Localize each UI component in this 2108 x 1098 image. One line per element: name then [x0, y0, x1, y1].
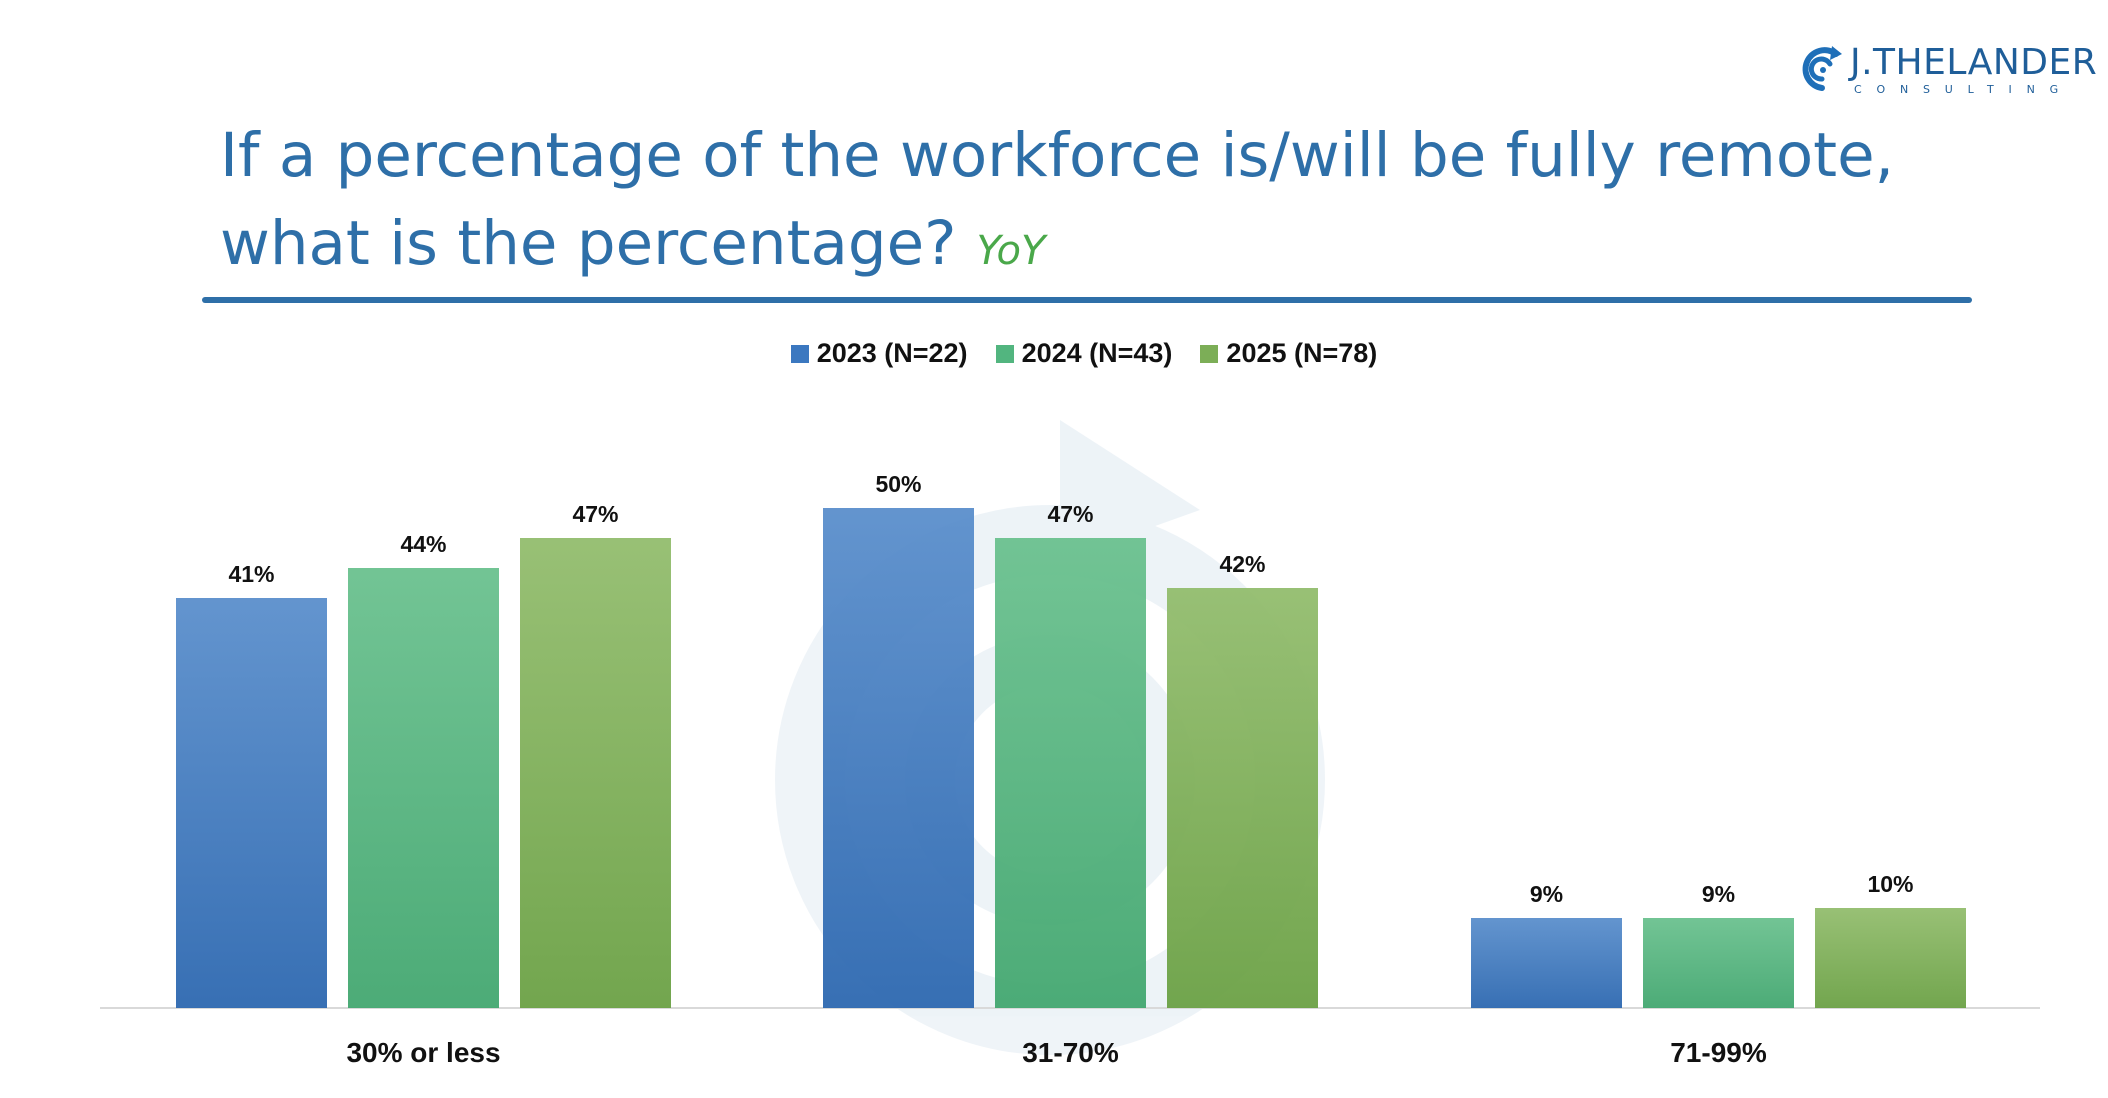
data-label-1-series-2: 44% — [400, 531, 446, 557]
category-label-2: 31-70% — [1022, 1037, 1119, 1068]
bar-2-series-1 — [823, 508, 974, 1008]
data-label-1-series-1: 41% — [228, 561, 274, 587]
legend-swatch-2023 — [790, 344, 809, 363]
legend-item-2025: 2025 (N=78) — [1200, 338, 1377, 369]
legend-swatch-2025 — [1200, 344, 1219, 363]
legend-label-2024: 2024 (N=43) — [1021, 338, 1173, 368]
spiral-logo-icon — [1802, 46, 1842, 91]
legend-item-2024: 2024 (N=43) — [995, 338, 1173, 369]
data-label-1-series-3: 47% — [572, 501, 618, 527]
data-label-2-series-3: 42% — [1219, 551, 1265, 577]
logo-name: J.THELANDER — [1850, 42, 2098, 83]
data-label-3-series-1: 9% — [1530, 881, 1563, 907]
legend-swatch-2024 — [995, 344, 1014, 363]
chart-title: If a percentage of the workforce is/will… — [220, 112, 1940, 295]
logo-tagline: CONSULTING — [1854, 83, 2073, 96]
chart-legend: 2023 (N=22) 2024 (N=43) 2025 (N=78) — [0, 338, 2108, 369]
title-divider — [202, 297, 1972, 303]
bar-1-series-1 — [176, 598, 327, 1008]
legend-item-2023: 2023 (N=22) — [790, 338, 968, 369]
data-label-3-series-3: 10% — [1867, 871, 1913, 897]
chart-title-line-2: what is the percentage? YoY — [220, 200, 1940, 295]
chart-subtitle: YoY — [976, 228, 1046, 274]
bar-1-series-2 — [348, 568, 499, 1008]
data-label-3-series-2: 9% — [1702, 881, 1735, 907]
bar-3-series-3 — [1815, 908, 1966, 1008]
bar-1-series-3 — [520, 538, 671, 1008]
data-label-2-series-2: 47% — [1047, 501, 1093, 527]
category-label-1: 30% or less — [346, 1037, 500, 1068]
chart-title-line-2-text: what is the percentage? — [220, 208, 957, 279]
data-label-2-series-1: 50% — [875, 471, 921, 497]
bar-2-series-2 — [995, 538, 1146, 1008]
bar-3-series-2 — [1643, 918, 1794, 1008]
bar-3-series-1 — [1471, 918, 1622, 1008]
category-label-3: 71-99% — [1670, 1037, 1767, 1068]
legend-label-2023: 2023 (N=22) — [816, 338, 968, 368]
chart-title-line-1: If a percentage of the workforce is/will… — [220, 120, 1894, 191]
legend-label-2025: 2025 (N=78) — [1226, 338, 1378, 368]
company-logo: J.THELANDER CONSULTING — [1796, 42, 2097, 98]
bar-2-series-3 — [1167, 588, 1318, 1008]
